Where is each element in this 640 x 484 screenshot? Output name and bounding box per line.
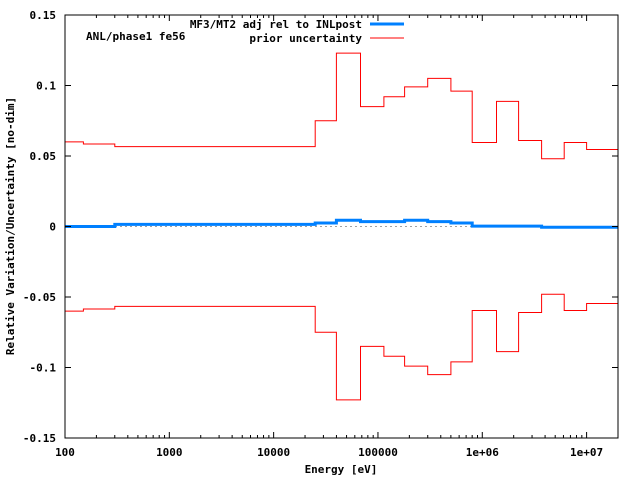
- y-axis-label: Relative Variation/Uncertainty [no-dim]: [4, 97, 17, 355]
- y-tick-label: 0: [49, 221, 56, 234]
- x-tick-label: 100: [55, 446, 75, 459]
- annotation-label: ANL/phase1 fe56: [86, 30, 186, 43]
- y-tick-label: 0.1: [36, 80, 56, 93]
- y-tick-label: 0.15: [30, 9, 57, 22]
- x-tick-label: 1e+06: [466, 446, 499, 459]
- legend-label-adj: MF3/MT2 adj rel to INLpost: [190, 18, 362, 31]
- x-tick-label: 10000: [257, 446, 290, 459]
- legend-label-prior: prior uncertainty: [249, 32, 362, 45]
- y-tick-label: -0.1: [30, 362, 57, 375]
- series-prior-uncertainty-lower: [65, 293, 618, 401]
- x-tick-label: 1000: [156, 446, 183, 459]
- x-tick-label: 1e+07: [570, 446, 603, 459]
- y-tick-label: 0.05: [30, 150, 57, 163]
- y-tick-label: -0.15: [23, 432, 56, 445]
- x-axis-label: Energy [eV]: [305, 463, 378, 476]
- series-prior-uncertainty-upper: [65, 52, 618, 160]
- x-tick-label: 100000: [358, 446, 398, 459]
- y-tick-label: -0.05: [23, 291, 56, 304]
- series-adj-rel: [65, 218, 618, 229]
- legend: MF3/MT2 adj rel to INLpost prior uncerta…: [190, 18, 404, 45]
